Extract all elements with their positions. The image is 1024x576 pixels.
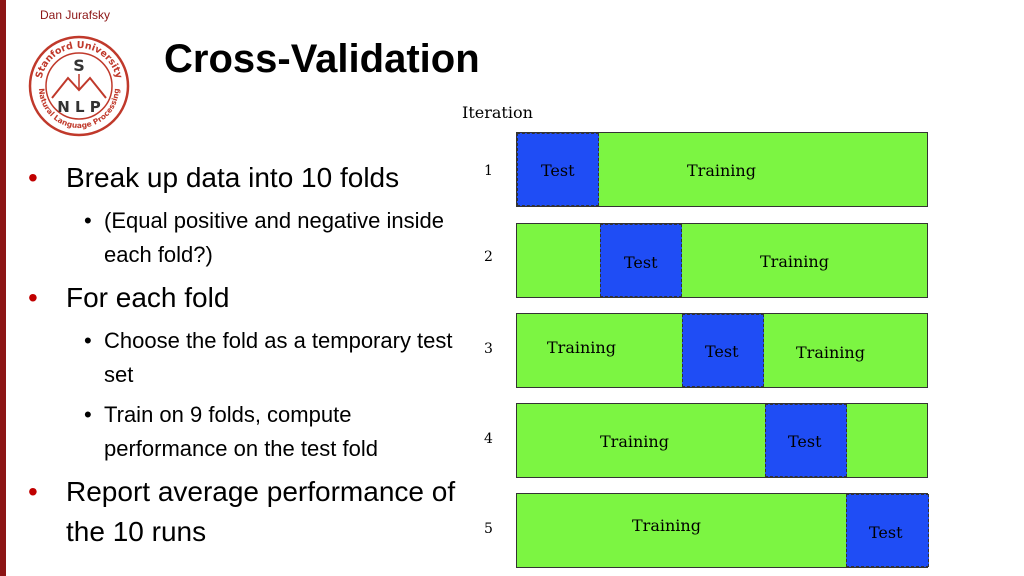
test-fold-block bbox=[517, 133, 599, 206]
row-number: 1 bbox=[484, 163, 493, 179]
fold-row-4: Training Test bbox=[516, 403, 928, 478]
training-label: Training bbox=[600, 432, 669, 451]
author-name: Dan Jurafsky bbox=[40, 8, 111, 22]
bullet-dot-icon: • bbox=[28, 476, 38, 507]
iteration-label: Iteration bbox=[462, 103, 533, 122]
test-fold-block bbox=[846, 494, 929, 567]
test-fold-block bbox=[682, 314, 764, 387]
svg-text:N L P: N L P bbox=[57, 98, 101, 116]
row-number: 3 bbox=[484, 341, 493, 357]
test-label: Test bbox=[869, 523, 903, 542]
bullet-dot-icon: • bbox=[84, 208, 92, 233]
fold-row-1: Test Training bbox=[516, 132, 928, 207]
fold-row-3: Training Test Training bbox=[516, 313, 928, 388]
slide-title: Cross-Validation bbox=[164, 37, 480, 81]
test-label: Test bbox=[541, 161, 575, 180]
stanford-nlp-logo-icon: Stanford University Natural Language Pro… bbox=[28, 35, 130, 137]
fold-row-5: Training Test bbox=[516, 493, 929, 568]
test-label: Test bbox=[624, 253, 658, 272]
svg-text:S: S bbox=[73, 56, 85, 75]
bullet-dot-icon: • bbox=[84, 402, 92, 427]
training-label: Training bbox=[687, 161, 756, 180]
row-number: 2 bbox=[484, 249, 493, 265]
bullet-item: • For each fold bbox=[28, 278, 458, 318]
sub-bullet-item: • Train on 9 folds, compute performance o… bbox=[28, 398, 458, 466]
training-label: Training bbox=[547, 338, 616, 357]
sub-bullet-item: • Choose the fold as a temporary test set bbox=[28, 324, 458, 392]
test-fold-block bbox=[600, 224, 682, 297]
test-fold-block bbox=[765, 404, 847, 477]
sub-bullet-item: • (Equal positive and negative inside eac… bbox=[28, 204, 458, 272]
bullet-list: • Break up data into 10 folds • (Equal pos… bbox=[28, 158, 458, 558]
training-label: Training bbox=[632, 516, 701, 535]
bullet-dot-icon: • bbox=[84, 328, 92, 353]
bullet-dot-icon: • bbox=[28, 282, 38, 313]
training-label: Training bbox=[760, 252, 829, 271]
row-number: 4 bbox=[484, 431, 493, 447]
row-number: 5 bbox=[484, 521, 493, 537]
fold-row-2: Test Training bbox=[516, 223, 928, 298]
bullet-item: • Break up data into 10 folds bbox=[28, 158, 458, 198]
test-label: Test bbox=[788, 432, 822, 451]
test-label: Test bbox=[705, 342, 739, 361]
left-accent-bar bbox=[0, 0, 6, 576]
bullet-dot-icon: • bbox=[28, 162, 38, 193]
training-label: Training bbox=[796, 343, 865, 362]
bullet-item: • Report average performance of the 10 ru… bbox=[28, 472, 458, 552]
